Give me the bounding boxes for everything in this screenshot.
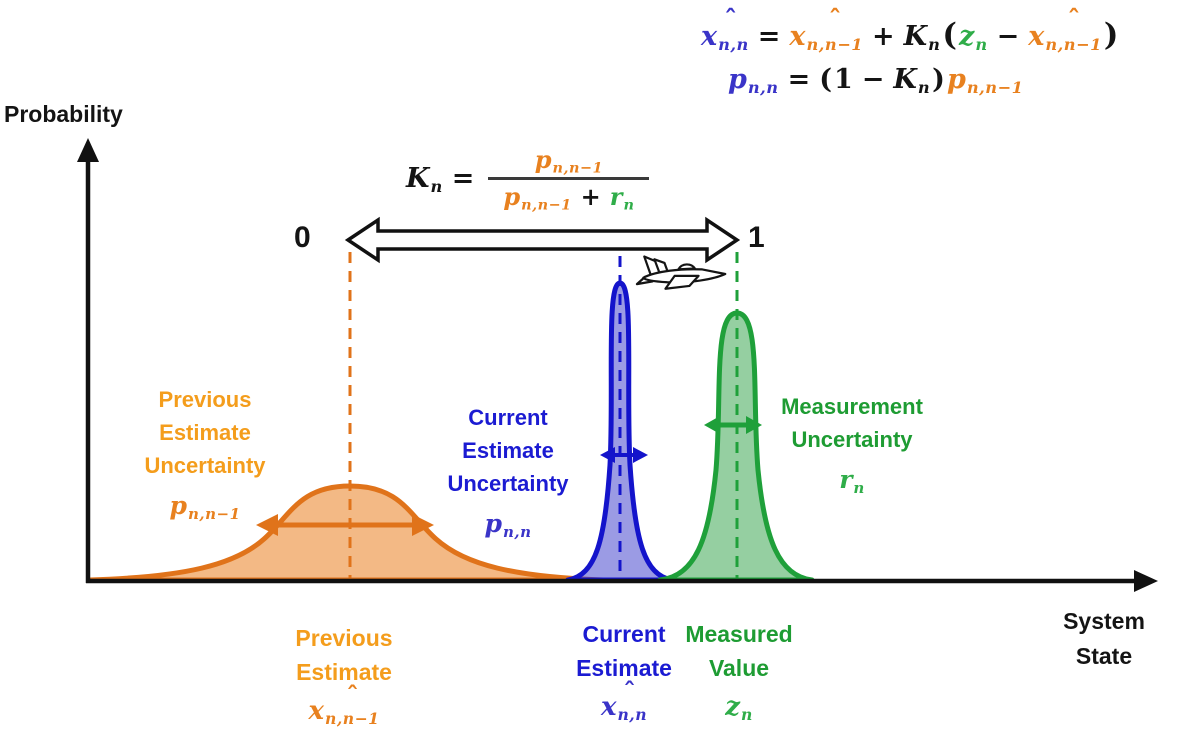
measurement-uncertainty-symbol: rn <box>839 465 865 497</box>
y-axis-label: Probability <box>4 101 123 127</box>
annotation-line: Uncertainty <box>447 471 569 496</box>
previous-uncertainty-annotation: Previous Estimate Uncertainty pn,n−1 <box>90 383 320 523</box>
current-uncertainty-annotation: Current Estimate Uncertainty pn,n <box>408 401 608 541</box>
previous-uncertainty-width-arrow <box>256 514 434 536</box>
previous-estimate-axis-label: Previous Estimate x ˆ n,n−1 <box>244 621 444 727</box>
kalman-gain-lhs: Kn = <box>406 162 475 196</box>
annotation-line: Measurement <box>781 394 923 419</box>
measurement-uncertainty-width-arrow <box>704 416 762 434</box>
previous-estimate-symbol: x ˆ n,n−1 <box>308 681 380 728</box>
kalman-gain-fraction: pn,n−1 pn,n−1 + rn <box>488 145 650 213</box>
annotation-line: Uncertainty <box>791 427 913 452</box>
annotation-line: Uncertainty <box>144 453 266 478</box>
airplane-icon <box>635 255 727 290</box>
y-axis-arrowhead-icon <box>77 138 99 162</box>
kalman-gain-denominator: pn,n−1 + rn <box>488 176 650 213</box>
gain-scale-zero-label: 0 <box>294 221 311 254</box>
current-uncertainty-width-arrow <box>600 447 648 463</box>
axis-label-line: Estimate <box>296 659 392 685</box>
axis-label-line: Estimate <box>576 655 672 681</box>
state-update-equation: x ˆ n,n = x ˆ n,n−1 + Kn(zn − x ˆ n,n−1) <box>701 4 1119 55</box>
previous-uncertainty-symbol: pn,n−1 <box>169 491 241 523</box>
annotation-line: Previous <box>158 387 252 412</box>
gain-range-double-arrow <box>344 216 741 264</box>
current-estimate-symbol: x ˆ n,n <box>600 677 648 724</box>
measured-value-axis-label: Measured Value zn <box>654 617 824 723</box>
x-axis-arrowhead-icon <box>1134 570 1158 592</box>
kalman-gain-numerator: pn,n−1 <box>534 145 604 177</box>
annotation-line: Current <box>468 405 548 430</box>
current-uncertainty-symbol: pn,n <box>484 509 532 541</box>
x-axis-label-line: State <box>1075 643 1133 669</box>
covariance-update-equation: pn,n = (1− Kn)pn,n−1 <box>728 64 1024 98</box>
axis-label-line: Value <box>708 655 770 681</box>
axis-label-line: Previous <box>295 625 393 651</box>
measured-value-symbol: zn <box>725 692 753 724</box>
annotation-line: Estimate <box>159 420 251 445</box>
axis-label-line: Current <box>582 621 666 647</box>
current-estimate-axis-label: Current Estimate x ˆ n,n <box>539 617 709 723</box>
measurement-uncertainty-annotation: Measurement Uncertainty rn <box>737 390 967 497</box>
annotation-line: Estimate <box>462 438 554 463</box>
kalman-gain-equation: Kn = pn,n−1 pn,n−1 + rn <box>405 145 650 213</box>
axis-label-line: Measured <box>685 621 793 647</box>
x-axis-label: System State <box>1024 604 1178 674</box>
x-axis-label-line: System <box>1063 608 1145 634</box>
gain-scale-one-label: 1 <box>748 221 765 254</box>
